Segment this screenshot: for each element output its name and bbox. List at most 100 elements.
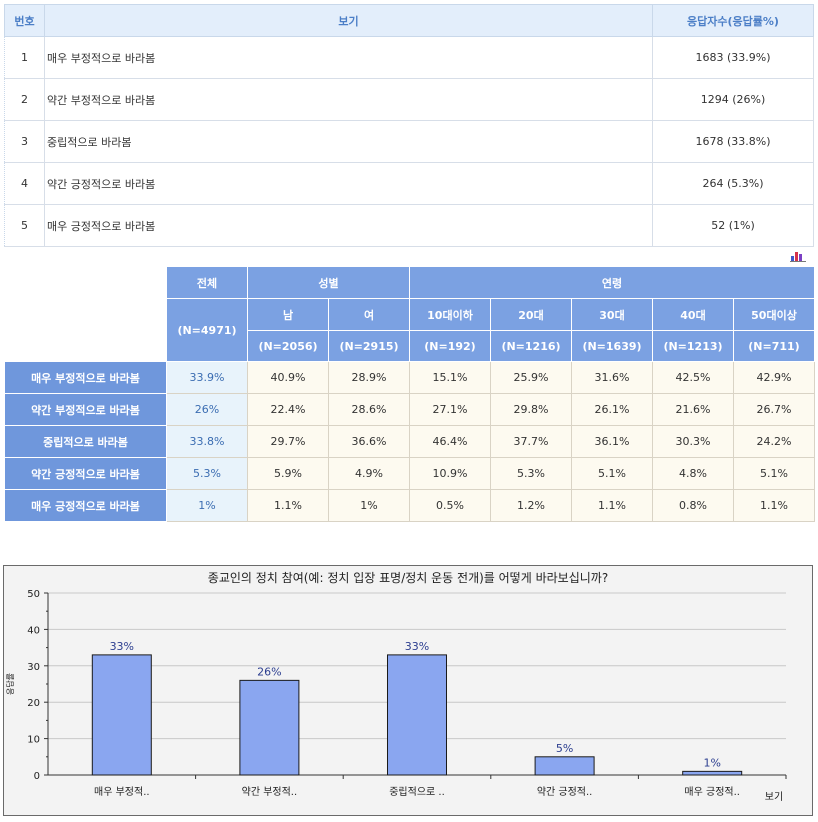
row-label: 매우 부정적으로 바라봄 xyxy=(4,361,167,394)
bar xyxy=(387,654,447,776)
option-label: 중립적으로 바라봄 xyxy=(44,120,653,163)
column-label: 10대이하 xyxy=(409,298,491,331)
chart-title: 종교인의 정치 참여(예: 정치 입장 표명/정치 운동 전개)를 어떻게 바라… xyxy=(208,571,608,585)
value-cell: 40.9% xyxy=(247,361,329,394)
cross-row: 중립적으로 바라봄 33.8% 29.7% 36.6% 46.4% 37.7% 36.1% 3… xyxy=(4,425,815,458)
value-cell: 27.1% xyxy=(409,393,491,426)
option-row: 3 중립적으로 바라봄 1678 (33.8%) xyxy=(4,120,814,163)
option-count: 264 (5.3%) xyxy=(652,162,814,205)
option-row: 5 매우 긍정적으로 바라봄 52 (1%) xyxy=(4,204,814,247)
total-cell: 33.9% xyxy=(166,361,248,394)
option-no: 4 xyxy=(4,162,45,205)
cross-tab-table: 전체 성별 연령 (N=4971) 남 여 10대이하 20대 30대 40대 50대이상 … xyxy=(4,266,815,522)
value-cell: 0.5% xyxy=(409,489,491,522)
value-cell: 46.4% xyxy=(409,425,491,458)
header-gender: 성별 xyxy=(247,266,410,299)
value-cell: 1% xyxy=(328,489,410,522)
bar xyxy=(91,654,152,776)
value-cell: 0.8% xyxy=(652,489,734,522)
value-cell: 25.9% xyxy=(490,361,572,394)
value-cell: 15.1% xyxy=(409,361,491,394)
option-count: 1678 (33.8%) xyxy=(652,120,814,163)
chart-canvas: 종교인의 정치 참여(예: 정치 입장 표명/정치 운동 전개)를 어떻게 바라… xyxy=(5,571,787,803)
header-total: 전체 xyxy=(166,266,248,299)
total-cell: 1% xyxy=(166,489,248,522)
option-no: 2 xyxy=(4,78,45,121)
bar-data-label: 26% xyxy=(257,665,281,678)
y-axis-label: 응답률 xyxy=(5,673,15,695)
cross-row: 약간 긍정적으로 바라봄 5.3% 5.9% 4.9% 10.9% 5.3% 5.1% 4.8… xyxy=(4,457,815,490)
column-label: 50대이상 xyxy=(733,298,815,331)
option-count: 1683 (33.9%) xyxy=(652,36,814,79)
option-no: 1 xyxy=(4,36,45,79)
response-bar-chart: 종교인의 정치 참여(예: 정치 입장 표명/정치 운동 전개)를 어떻게 바라… xyxy=(3,565,813,816)
bar-data-label: 33% xyxy=(405,640,429,653)
value-cell: 1.1% xyxy=(247,489,329,522)
total-n: (N=4971) xyxy=(166,298,248,362)
value-cell: 42.9% xyxy=(733,361,815,394)
bar xyxy=(682,770,743,776)
y-tick-label: 40 xyxy=(27,625,40,636)
x-tick-label: 중립적으로 .. xyxy=(389,785,445,798)
option-row: 2 약간 부정적으로 바라봄 1294 (26%) xyxy=(4,78,814,121)
column-n: (N=1216) xyxy=(490,330,572,362)
option-row: 1 매우 부정적으로 바라봄 1683 (33.9%) xyxy=(4,36,814,79)
value-cell: 4.9% xyxy=(328,457,410,490)
column-label: 20대 xyxy=(490,298,572,331)
value-cell: 28.6% xyxy=(328,393,410,426)
value-cell: 36.6% xyxy=(328,425,410,458)
option-label: 매우 긍정적으로 바라봄 xyxy=(44,204,653,247)
column-n: (N=1213) xyxy=(652,330,734,362)
cross-row: 약간 부정적으로 바라봄 26% 22.4% 28.6% 27.1% 29.8% 26.1%… xyxy=(4,393,815,426)
total-cell: 26% xyxy=(166,393,248,426)
column-n: (N=1639) xyxy=(571,330,653,362)
row-label: 매우 긍정적으로 바라봄 xyxy=(4,489,167,522)
value-cell: 1.2% xyxy=(490,489,572,522)
row-label: 약간 부정적으로 바라봄 xyxy=(4,393,167,426)
bar-data-label: 5% xyxy=(556,742,573,755)
value-cell: 22.4% xyxy=(247,393,329,426)
header-no: 번호 xyxy=(4,4,45,37)
column-n: (N=2915) xyxy=(328,330,410,362)
x-tick-label: 매우 부정적.. xyxy=(94,786,150,798)
y-tick-label: 50 xyxy=(27,589,40,600)
bar xyxy=(534,756,595,776)
value-cell: 5.3% xyxy=(490,457,572,490)
x-tick-label: 약간 부정적.. xyxy=(242,786,298,798)
column-label: 40대 xyxy=(652,298,734,331)
value-cell: 37.7% xyxy=(490,425,572,458)
row-label: 중립적으로 바라봄 xyxy=(4,425,167,458)
total-cell: 33.8% xyxy=(166,425,248,458)
value-cell: 1.1% xyxy=(571,489,653,522)
option-label: 약간 긍정적으로 바라봄 xyxy=(44,162,653,205)
value-cell: 29.8% xyxy=(490,393,572,426)
cross-row: 매우 긍정적으로 바라봄 1% 1.1% 1% 0.5% 1.2% 1.1% 0.8% 1.1% xyxy=(4,489,815,522)
y-tick-label: 0 xyxy=(34,771,40,782)
total-cell: 5.3% xyxy=(166,457,248,490)
options-header-row: 번호 보기 응답자수(응답률%) xyxy=(4,4,814,37)
bar-chart-icon[interactable] xyxy=(790,250,806,262)
header-count: 응답자수(응답률%) xyxy=(652,4,814,37)
y-tick-label: 30 xyxy=(27,662,40,673)
value-cell: 21.6% xyxy=(652,393,734,426)
option-no: 3 xyxy=(4,120,45,163)
x-axis-label: 보기 xyxy=(765,791,783,803)
x-tick-label: 매우 긍정적.. xyxy=(684,786,740,798)
column-label: 남 xyxy=(247,298,329,331)
x-tick-label: 약간 긍정적.. xyxy=(537,786,593,798)
bar-data-label: 1% xyxy=(703,756,720,769)
option-row: 4 약간 긍정적으로 바라봄 264 (5.3%) xyxy=(4,162,814,205)
value-cell: 29.7% xyxy=(247,425,329,458)
value-cell: 5.9% xyxy=(247,457,329,490)
column-label: 여 xyxy=(328,298,410,331)
cross-row: 매우 부정적으로 바라봄 33.9% 40.9% 28.9% 15.1% 25.9% 31.… xyxy=(4,361,815,394)
value-cell: 30.3% xyxy=(652,425,734,458)
value-cell: 5.1% xyxy=(733,457,815,490)
y-tick-label: 20 xyxy=(27,698,40,709)
value-cell: 10.9% xyxy=(409,457,491,490)
value-cell: 36.1% xyxy=(571,425,653,458)
option-label: 매우 부정적으로 바라봄 xyxy=(44,36,653,79)
value-cell: 5.1% xyxy=(571,457,653,490)
value-cell: 4.8% xyxy=(652,457,734,490)
bar-data-label: 33% xyxy=(110,640,134,653)
